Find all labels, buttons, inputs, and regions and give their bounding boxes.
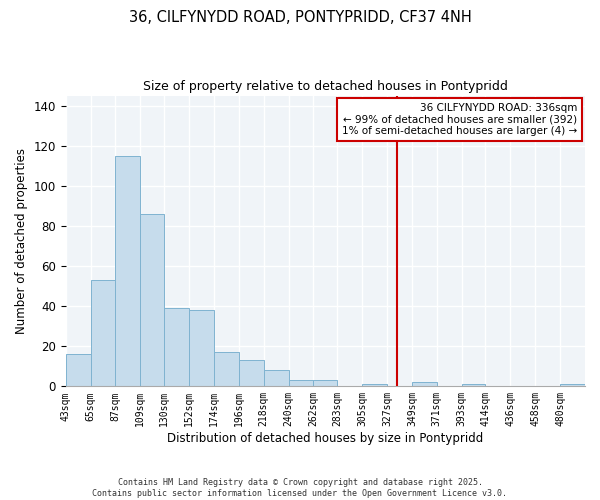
Bar (115, 156, 140, 386)
Text: 36, CILFYNYDD ROAD, PONTYPRIDD, CF37 4NH: 36, CILFYNYDD ROAD, PONTYPRIDD, CF37 4NH (128, 10, 472, 25)
X-axis label: Distribution of detached houses by size in Pontypridd: Distribution of detached houses by size … (167, 432, 484, 445)
Text: Contains HM Land Registry data © Crown copyright and database right 2025.
Contai: Contains HM Land Registry data © Crown c… (92, 478, 508, 498)
Bar (189, 310, 214, 386)
Bar (214, 352, 239, 386)
Bar (164, 308, 189, 386)
Text: 36 CILFYNYDD ROAD: 336sqm
← 99% of detached houses are smaller (392)
1% of semi-: 36 CILFYNYDD ROAD: 336sqm ← 99% of detac… (342, 103, 577, 136)
Bar (461, 384, 485, 386)
Bar (313, 380, 337, 386)
Title: Size of property relative to detached houses in Pontypridd: Size of property relative to detached ho… (143, 80, 508, 93)
Bar (289, 380, 313, 386)
Bar (140, 214, 164, 386)
Bar (412, 382, 437, 386)
Y-axis label: Number of detached properties: Number of detached properties (15, 148, 28, 334)
Bar (239, 360, 263, 386)
Bar (91, 280, 115, 386)
Bar (263, 370, 289, 386)
Bar (362, 384, 387, 386)
Bar (560, 384, 585, 386)
Bar (65, 354, 91, 386)
